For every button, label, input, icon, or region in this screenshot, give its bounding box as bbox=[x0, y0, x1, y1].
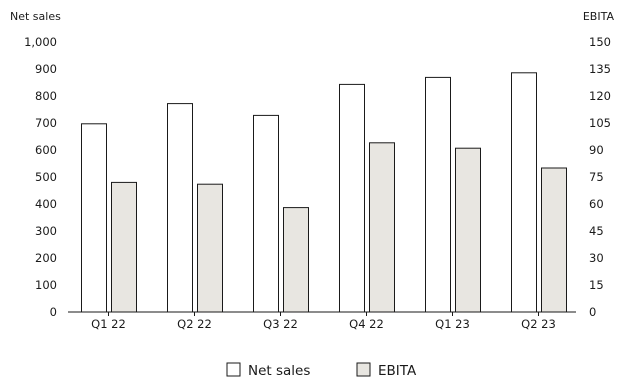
bars bbox=[81, 72, 567, 313]
left-tick-0: 0 bbox=[50, 305, 57, 319]
bar-ebita-q2-23 bbox=[541, 167, 567, 313]
x-axis: Q1 22 Q2 22 Q3 22 Q4 22 Q1 23 Q2 23 bbox=[91, 312, 556, 331]
bar-ebita-q3-22 bbox=[283, 207, 309, 313]
bar-ebita-q1-23 bbox=[455, 147, 481, 313]
left-tick-400: 400 bbox=[35, 197, 57, 211]
left-tick-100: 100 bbox=[35, 278, 57, 292]
bar-net-sales-q2-23 bbox=[511, 72, 537, 313]
left-axis: 0 100 200 300 400 500 600 700 800 900 1,000 bbox=[24, 35, 57, 319]
left-tick-900: 900 bbox=[35, 62, 57, 76]
right-axis: 0 15 30 45 60 75 90 105 120 135 150 bbox=[589, 35, 611, 319]
right-tick-60: 60 bbox=[589, 197, 604, 211]
right-tick-150: 150 bbox=[589, 35, 611, 49]
right-tick-30: 30 bbox=[589, 251, 604, 265]
legend-label-ebita: EBITA bbox=[378, 363, 417, 379]
x-tick-q3-22: Q3 22 bbox=[263, 317, 298, 331]
left-axis-title: Net sales bbox=[10, 10, 61, 23]
left-tick-600: 600 bbox=[35, 143, 57, 157]
bar-ebita-q4-22 bbox=[369, 142, 395, 313]
left-tick-200: 200 bbox=[35, 251, 57, 265]
left-tick-500: 500 bbox=[35, 170, 57, 184]
x-tick-q1-22: Q1 22 bbox=[91, 317, 126, 331]
right-tick-135: 135 bbox=[589, 62, 611, 76]
x-tick-q2-23: Q2 23 bbox=[521, 317, 556, 331]
legend: Net sales EBITA bbox=[226, 362, 417, 379]
bar-ebita-q1-22 bbox=[111, 181, 137, 313]
left-tick-300: 300 bbox=[35, 224, 57, 238]
bar-net-sales-q1-22 bbox=[81, 123, 107, 313]
right-tick-105: 105 bbox=[589, 116, 611, 130]
right-axis-title: EBITA bbox=[583, 10, 615, 23]
legend-swatch-net-sales bbox=[226, 362, 241, 377]
right-tick-45: 45 bbox=[589, 224, 604, 238]
bar-net-sales-q3-22 bbox=[253, 114, 279, 313]
legend-swatch-ebita bbox=[356, 362, 371, 377]
x-tick-q4-22: Q4 22 bbox=[349, 317, 384, 331]
right-tick-75: 75 bbox=[589, 170, 604, 184]
bar-net-sales-q2-22 bbox=[167, 103, 193, 313]
bar-net-sales-q1-23 bbox=[425, 76, 451, 313]
right-tick-90: 90 bbox=[589, 143, 604, 157]
right-tick-0: 0 bbox=[589, 305, 596, 319]
legend-label-net-sales: Net sales bbox=[248, 363, 310, 379]
right-tick-15: 15 bbox=[589, 278, 604, 292]
right-tick-120: 120 bbox=[589, 89, 611, 103]
x-tick-q2-22: Q2 22 bbox=[177, 317, 212, 331]
left-tick-1-000: 1,000 bbox=[24, 35, 57, 49]
left-tick-700: 700 bbox=[35, 116, 57, 130]
bar-net-sales-q4-22 bbox=[339, 83, 365, 313]
left-tick-800: 800 bbox=[35, 89, 57, 103]
bar-ebita-q2-22 bbox=[197, 183, 223, 313]
x-tick-q1-23: Q1 23 bbox=[435, 317, 470, 331]
